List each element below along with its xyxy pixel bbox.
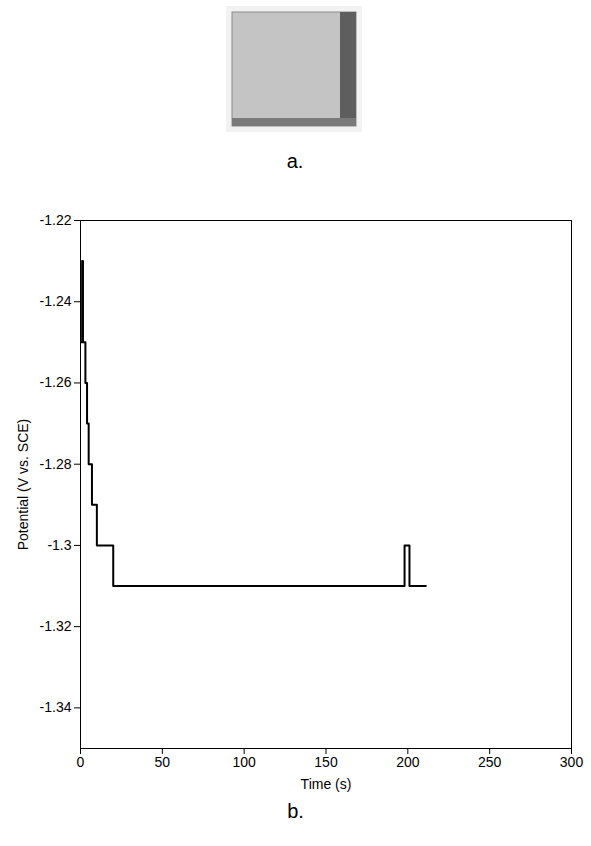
svg-text:-1.28: -1.28 (40, 456, 72, 472)
svg-text:-1.32: -1.32 (40, 618, 72, 634)
html-text:b.: b. (287, 800, 304, 822)
svg-text:250: 250 (478, 754, 502, 770)
svg-text:200: 200 (396, 754, 420, 770)
svg-text:300: 300 (560, 754, 584, 770)
svg-text:Potential (V vs. SCE): Potential (V vs. SCE) (15, 419, 31, 551)
svg-text:-1.26: -1.26 (40, 374, 72, 390)
svg-text:-1.34: -1.34 (40, 699, 72, 715)
svg-text:150: 150 (314, 754, 338, 770)
svg-text:0: 0 (77, 754, 85, 770)
svg-text:-1.22: -1.22 (40, 212, 72, 228)
svg-text:50: 50 (155, 754, 171, 770)
svg-text:Time (s): Time (s) (301, 776, 352, 792)
svg-text:-1.3: -1.3 (47, 537, 71, 553)
svg-text:-1.24: -1.24 (40, 293, 72, 309)
svg-text:a.: a. (287, 150, 304, 172)
svg-text:100: 100 (232, 754, 256, 770)
